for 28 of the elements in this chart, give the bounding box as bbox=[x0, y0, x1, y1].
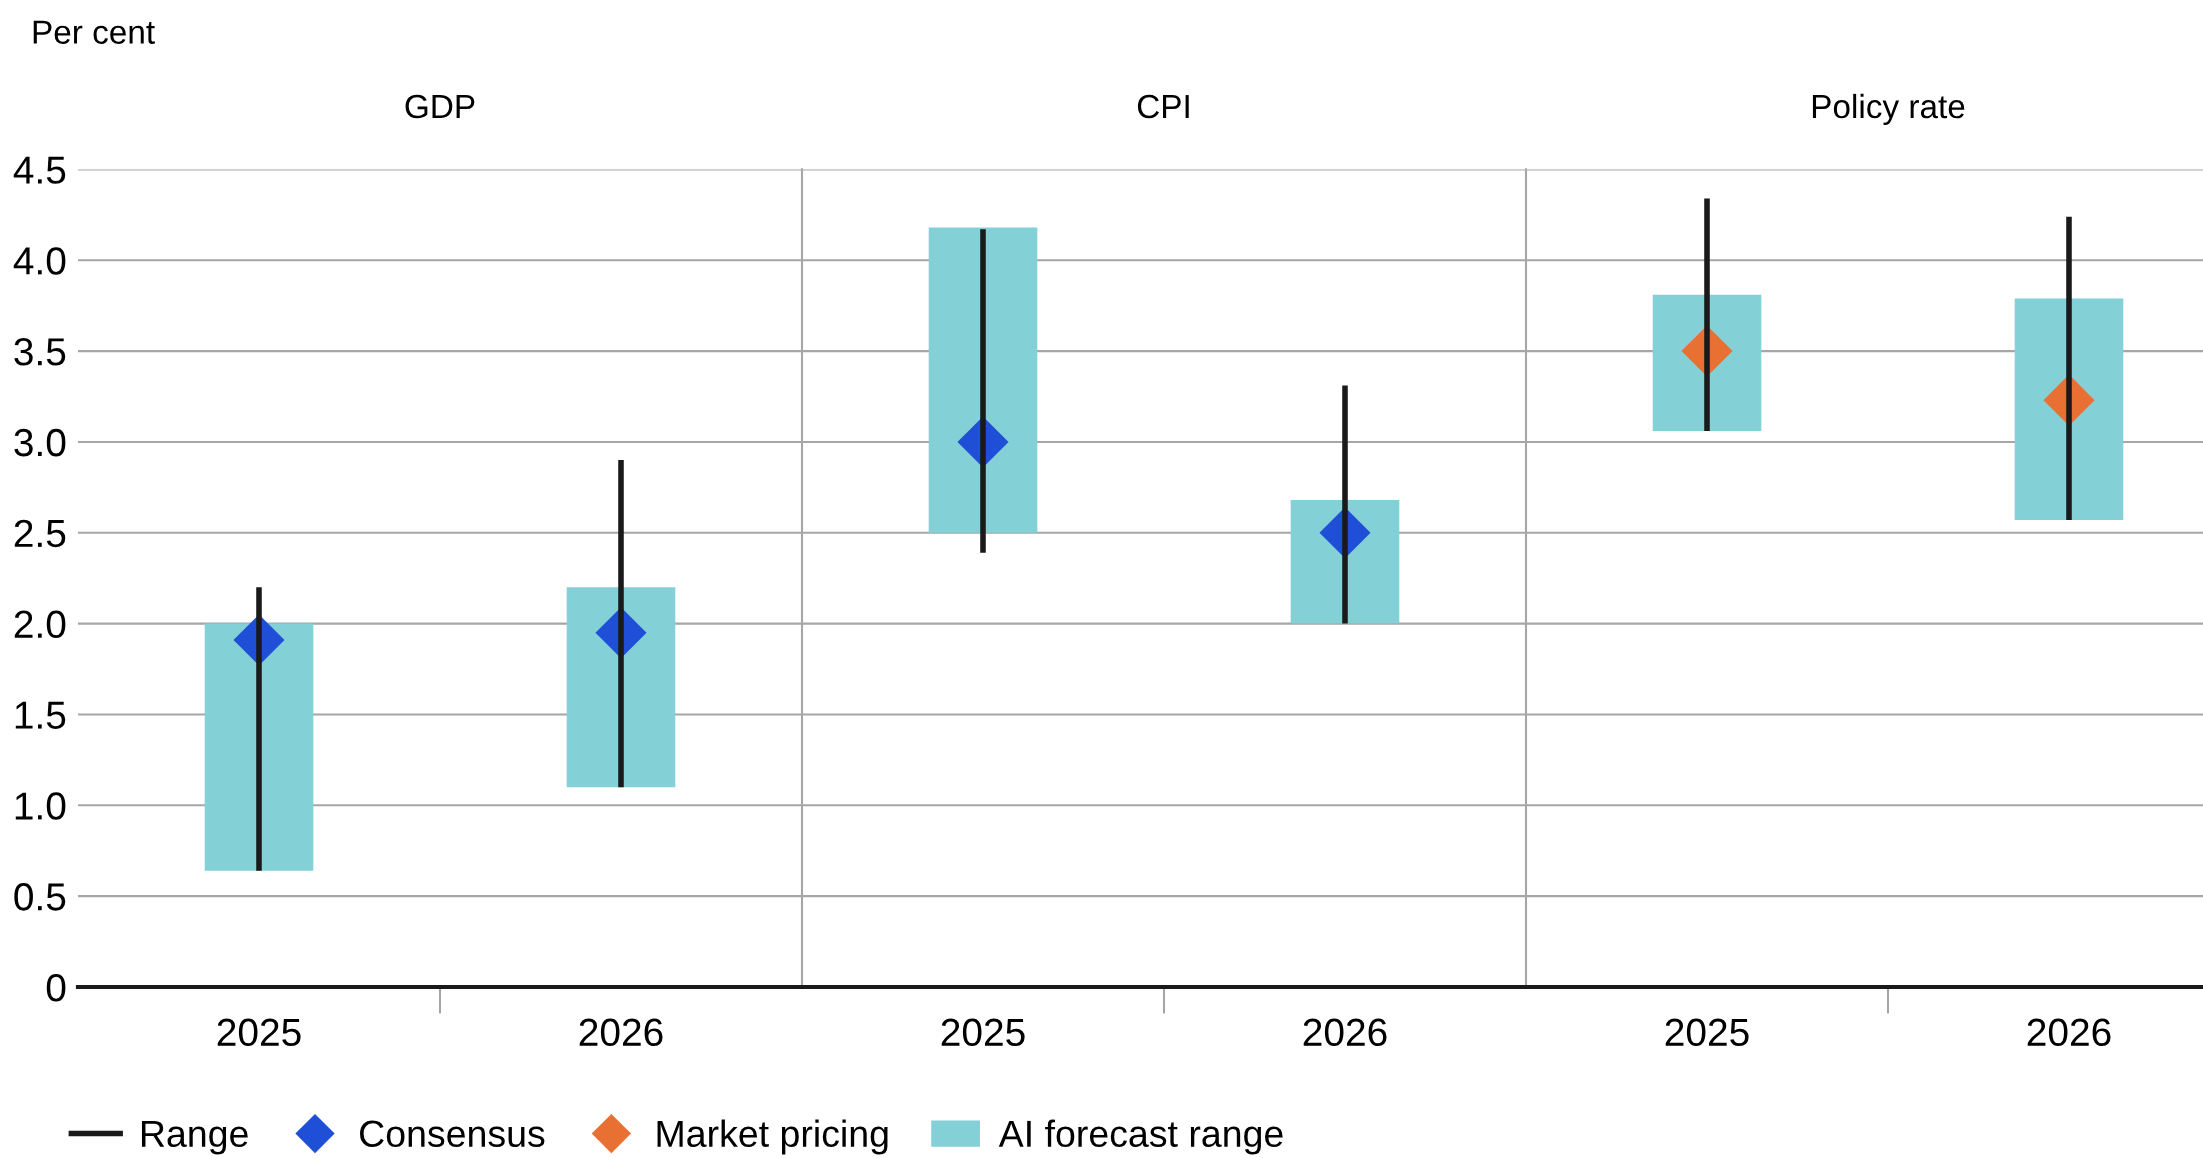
chart-title: CPI bbox=[1137, 94, 1189, 119]
x-tick-label: 2025 bbox=[941, 1018, 1025, 1047]
bar bbox=[2014, 298, 2124, 521]
y-tick-label: 4.0 bbox=[13, 247, 66, 275]
x-tick-label: 2025 bbox=[1665, 1018, 1749, 1047]
y-tick-label: 2.0 bbox=[14, 610, 66, 639]
x-tick-label: 2026 bbox=[579, 1018, 663, 1047]
y-tick-label: 4.5 bbox=[13, 156, 66, 184]
bar bbox=[204, 623, 314, 871]
y-tick-label: 3.5 bbox=[14, 338, 66, 366]
legend-label: Market pricing bbox=[657, 1119, 888, 1155]
y-tick-label: 0.5 bbox=[14, 883, 66, 911]
bar bbox=[566, 587, 676, 788]
chart-title: Policy rate bbox=[1812, 93, 1965, 125]
y-tick-label: 1.5 bbox=[15, 701, 66, 729]
x-tick-label: 2026 bbox=[1303, 1018, 1387, 1047]
chart-title: GDP bbox=[405, 94, 475, 119]
y-tick-label: 3.0 bbox=[14, 428, 66, 457]
legend-label: Consensus bbox=[360, 1120, 545, 1148]
legend-label: AI forecast range bbox=[998, 1119, 1283, 1155]
y-tick-label: 2.5 bbox=[14, 519, 66, 548]
y-tick-label: 0 bbox=[46, 973, 66, 1002]
x-tick-label: 2025 bbox=[217, 1018, 301, 1047]
bar bbox=[928, 227, 1038, 533]
y-tick-label: 1.0 bbox=[15, 792, 66, 820]
legend-label: Range bbox=[141, 1120, 248, 1155]
x-tick-label: 2026 bbox=[2027, 1018, 2111, 1047]
y-axis-title: Per cent bbox=[33, 20, 155, 44]
